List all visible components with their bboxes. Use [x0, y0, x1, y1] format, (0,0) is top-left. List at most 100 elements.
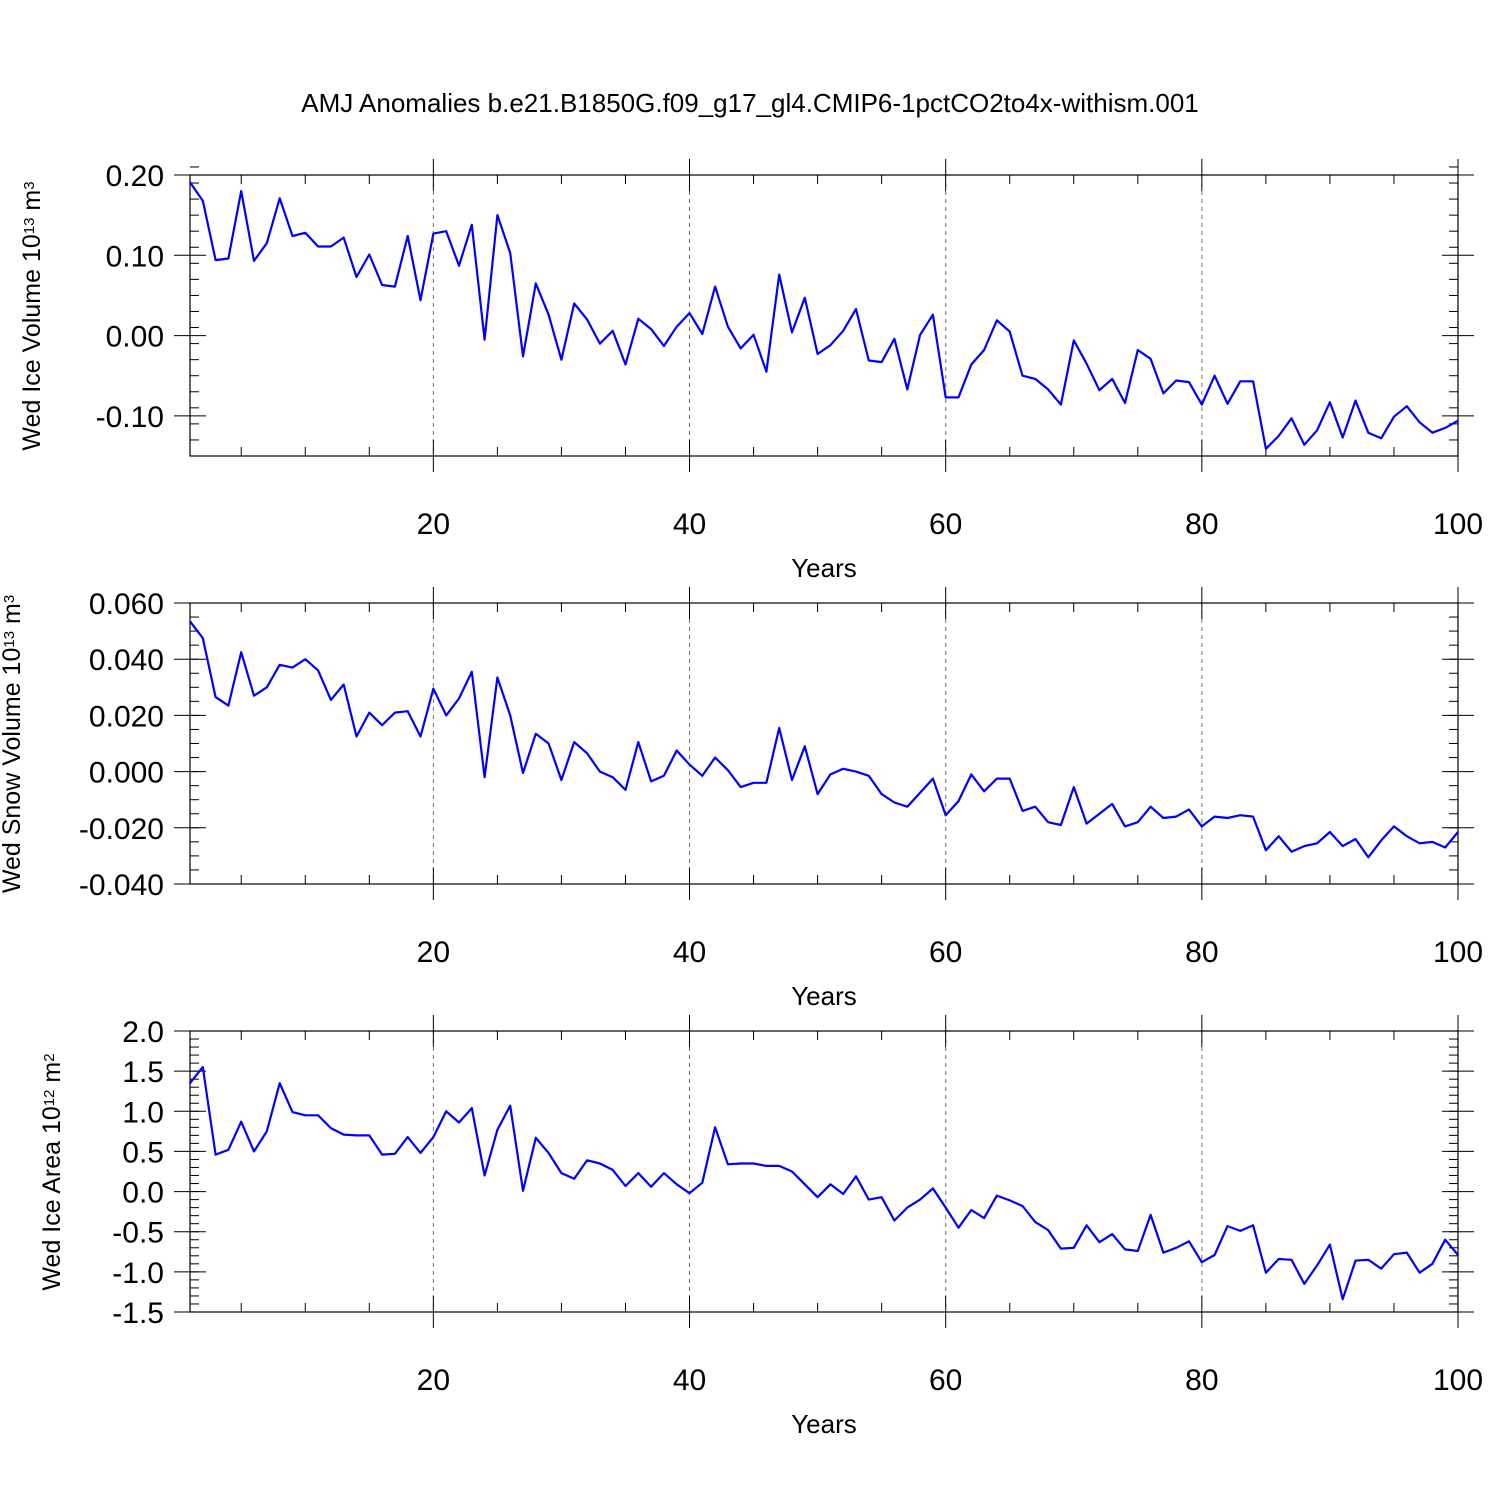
data-point	[1431, 841, 1434, 843]
x-tick-label: 20	[417, 1364, 450, 1397]
series-line	[189, 620, 1459, 859]
data-point	[1060, 824, 1062, 826]
data-point	[1418, 421, 1421, 424]
plot-frame	[189, 1030, 1459, 1313]
data-point	[330, 699, 332, 701]
data-point	[1034, 378, 1037, 380]
data-point	[406, 710, 409, 712]
data-point	[471, 1107, 473, 1109]
data-point	[445, 714, 448, 717]
x-tick-label: 100	[1433, 1364, 1483, 1397]
data-point	[893, 801, 896, 804]
x-axis-label: Years	[791, 1409, 857, 1439]
x-tick-label: 20	[417, 508, 450, 541]
data-point	[714, 285, 716, 288]
data-point	[739, 786, 742, 788]
data-point	[714, 1126, 716, 1129]
data-point	[1085, 822, 1088, 825]
y-tick-label: 0.5	[122, 1136, 164, 1169]
y-label-text: m	[0, 603, 26, 631]
data-point	[611, 1169, 614, 1171]
data-point	[599, 342, 601, 345]
data-point	[919, 1198, 921, 1201]
data-point	[304, 232, 307, 234]
data-point	[791, 779, 793, 781]
data-point	[1418, 1271, 1421, 1274]
data-point	[227, 257, 230, 260]
data-point	[829, 344, 832, 347]
plot-frame	[189, 602, 1459, 885]
data-point	[1162, 1251, 1165, 1254]
data-point	[1073, 1247, 1075, 1249]
data-point	[868, 359, 870, 362]
data-point	[714, 756, 716, 759]
x-tick-label: 80	[1185, 1364, 1218, 1397]
x-tick-label: 60	[929, 508, 962, 541]
y-tick-label: 1.0	[122, 1096, 164, 1129]
data-point	[855, 770, 857, 773]
data-point	[1021, 374, 1024, 377]
data-point	[1354, 838, 1357, 840]
data-point	[419, 299, 422, 302]
data-point	[816, 353, 819, 355]
data-point	[202, 1066, 204, 1068]
data-point	[1444, 846, 1446, 849]
y-label-superscript: 13	[21, 218, 38, 235]
data-point	[278, 664, 281, 666]
data-point	[778, 727, 780, 729]
x-tick-label: 80	[1185, 508, 1218, 541]
data-point	[535, 1137, 537, 1139]
data-point	[970, 1209, 973, 1211]
data-point	[1316, 842, 1318, 845]
data-point	[394, 1153, 396, 1155]
data-point	[471, 671, 473, 673]
data-point	[573, 741, 575, 743]
data-point	[1060, 403, 1062, 406]
data-point	[535, 732, 537, 735]
data-point	[1406, 835, 1408, 837]
y-tick-label: -0.5	[112, 1217, 164, 1250]
data-point	[547, 1152, 550, 1154]
data-point	[189, 620, 191, 623]
data-point	[842, 768, 844, 770]
data-point	[893, 1219, 896, 1222]
data-point	[804, 745, 806, 748]
data-point	[957, 1226, 960, 1229]
data-point	[291, 666, 294, 669]
data-point	[1098, 1241, 1101, 1243]
data-point	[1239, 380, 1242, 383]
data-point	[1252, 815, 1254, 818]
data-point	[368, 1134, 371, 1137]
data-point	[1290, 417, 1293, 420]
data-point	[1431, 431, 1434, 434]
data-point	[1316, 429, 1318, 432]
panel-1: 20 40 60 80 100 Years 0.20 0.10 0.00 -0.10 Wed Ice…	[18, 159, 1483, 583]
data-point	[317, 669, 319, 672]
data-point	[1444, 427, 1446, 429]
data-point	[355, 276, 358, 278]
data-point	[1188, 1240, 1190, 1243]
x-tick-label: 40	[673, 508, 706, 541]
y-label-superscript: 12	[41, 1090, 58, 1107]
series-line	[189, 1065, 1459, 1301]
data-point	[586, 318, 588, 321]
data-point	[1201, 403, 1203, 406]
data-point	[611, 776, 614, 778]
data-point	[1008, 777, 1011, 780]
data-point	[637, 317, 640, 320]
y-label-superscript: 2	[41, 1053, 58, 1061]
y-tick-label: 0.10	[106, 240, 164, 273]
data-point	[1149, 358, 1152, 360]
data-point	[906, 805, 909, 808]
data-point	[1034, 1221, 1037, 1223]
data-point	[701, 1181, 704, 1184]
data-point	[727, 1163, 729, 1166]
data-point	[381, 1153, 383, 1156]
data-point	[599, 1162, 601, 1165]
data-point	[1098, 389, 1101, 392]
data-point	[214, 1153, 217, 1156]
y-label-text: Wed Ice Volume 10	[18, 234, 46, 450]
data-point	[957, 800, 960, 802]
data-point	[739, 347, 742, 350]
